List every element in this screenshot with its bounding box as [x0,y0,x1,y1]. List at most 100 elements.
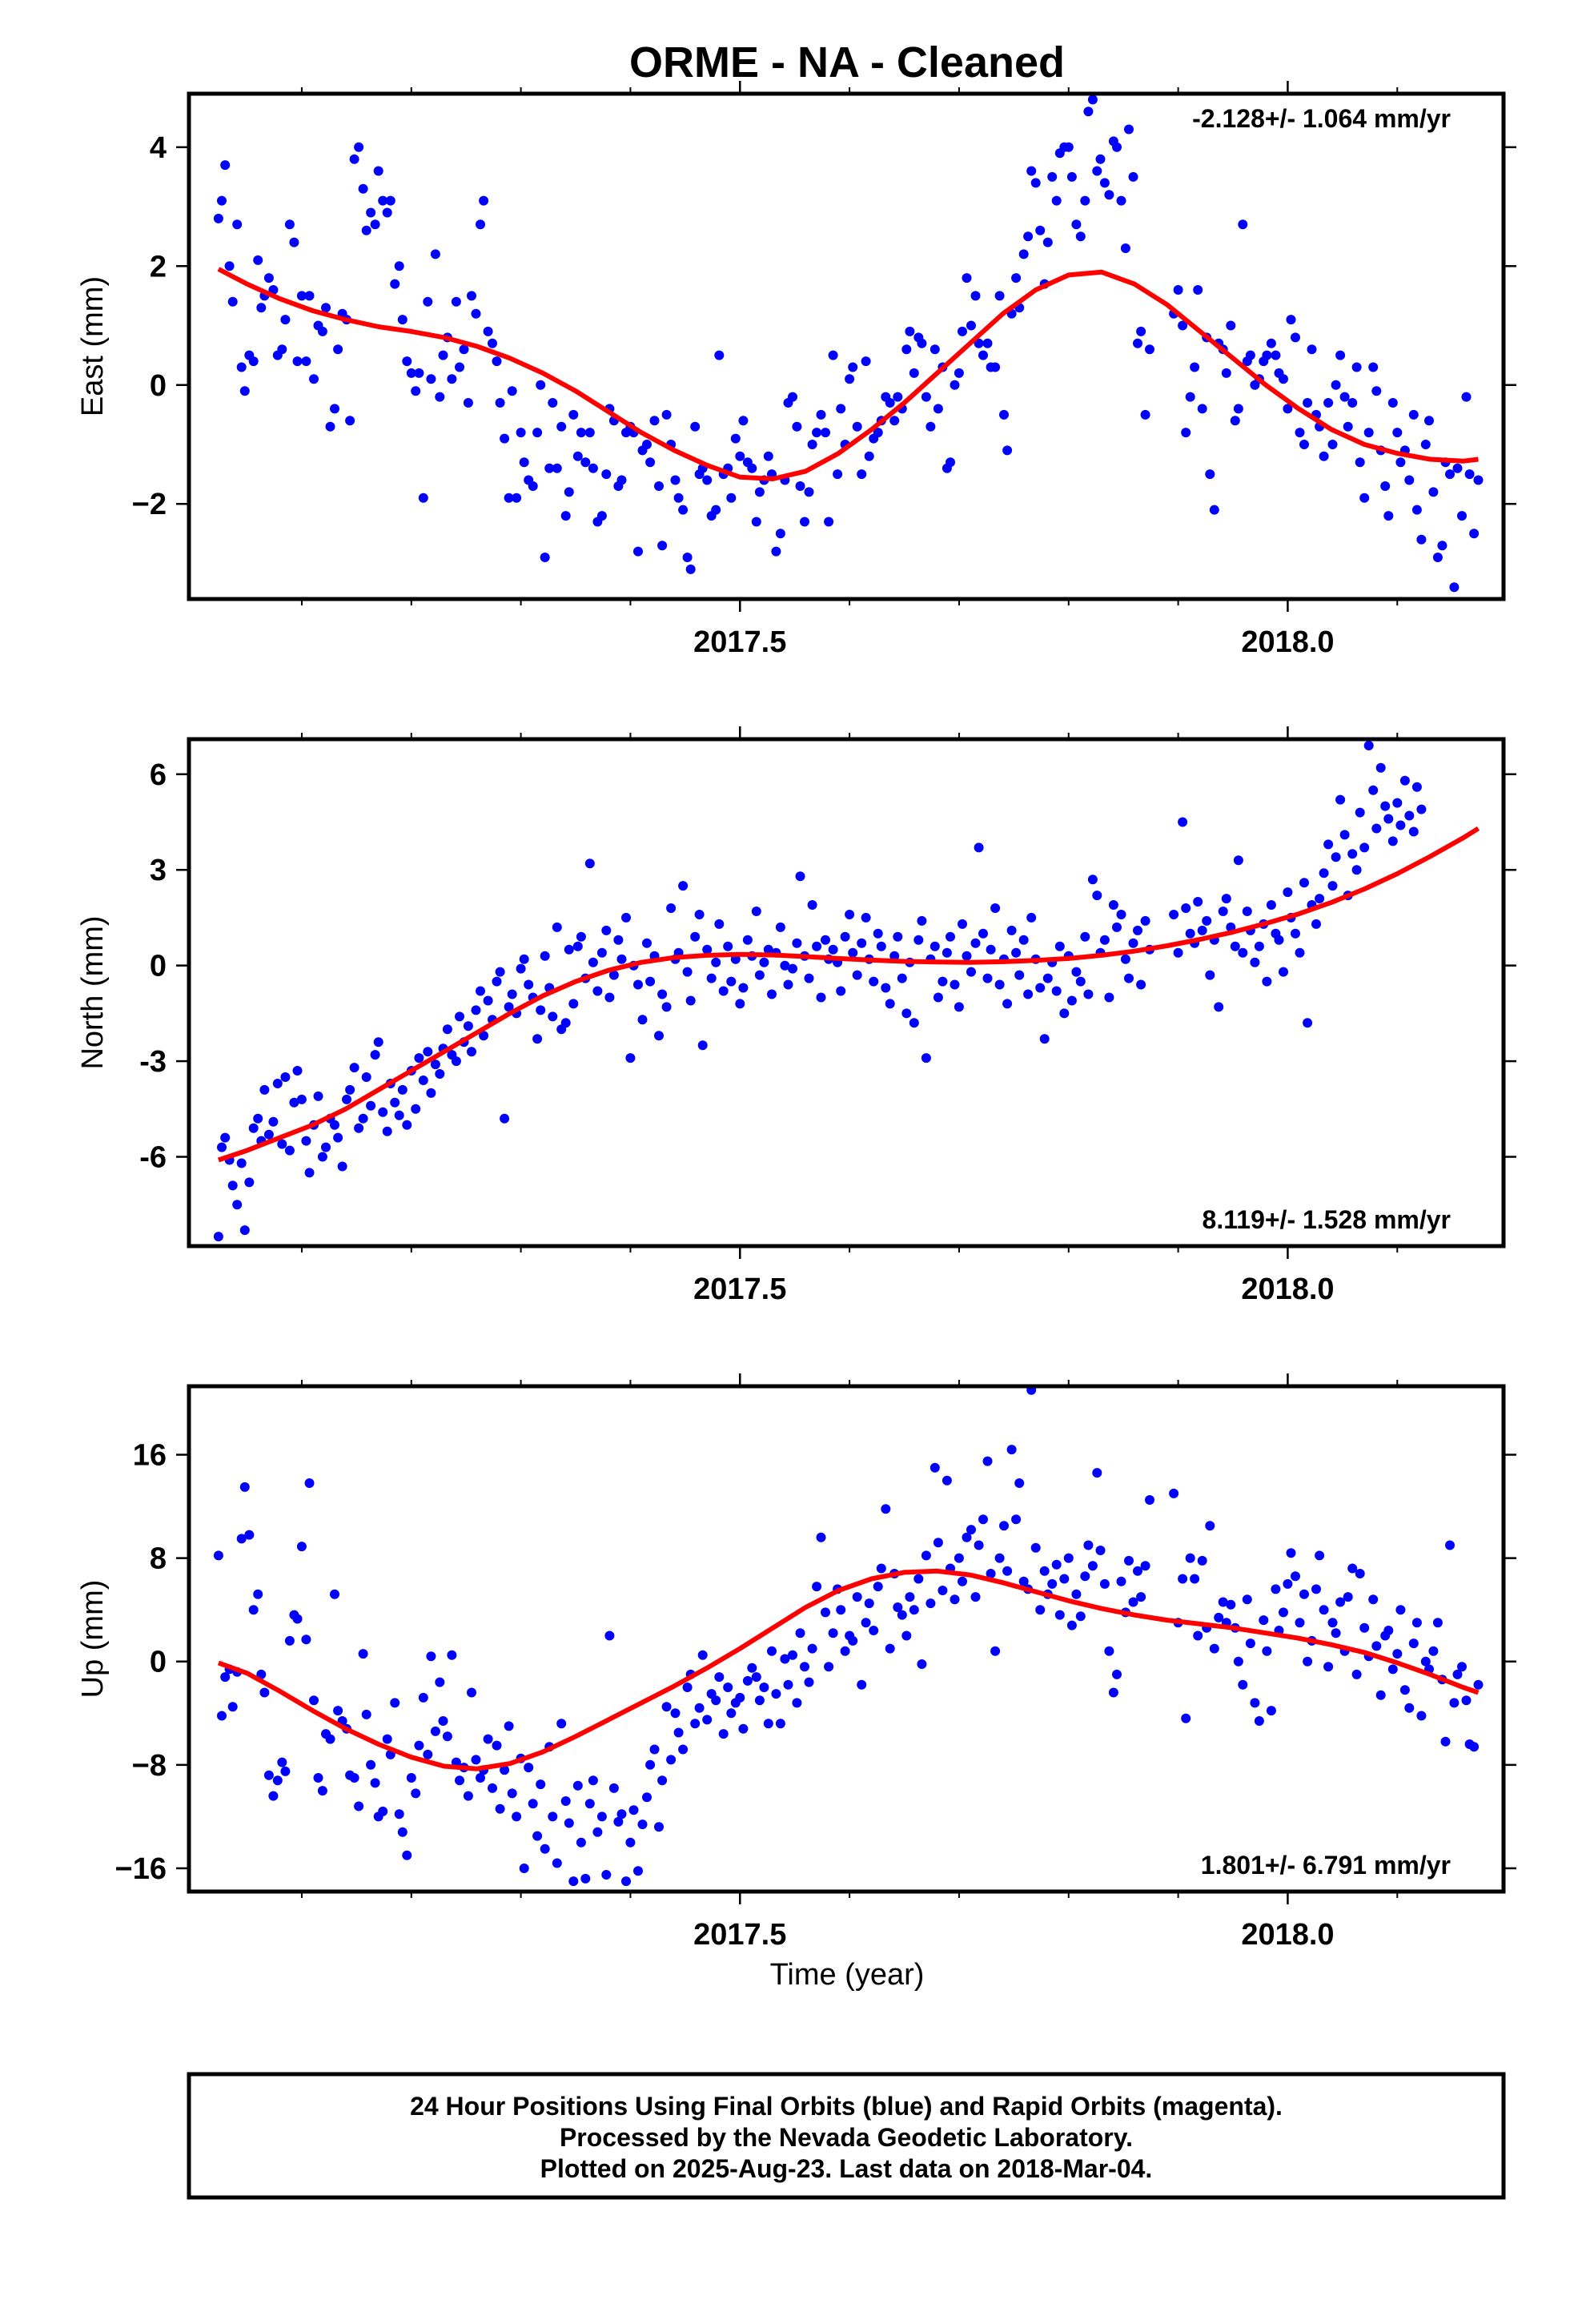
north-data-point [933,992,943,1003]
north-data-point [244,1177,255,1188]
east-data-point [833,469,843,480]
up-data-point [1404,1703,1415,1713]
north-data-point [1404,810,1415,821]
north-data-point [783,979,793,990]
east-data-point [536,380,546,390]
north-data-point [893,931,903,942]
up-data-point [1331,1628,1341,1638]
east-data-point [978,350,988,360]
north-data-point [828,944,838,955]
east-data-point [1319,451,1329,461]
up-data-point [1099,1578,1110,1589]
east-data-point [596,511,607,521]
up-data-layer [213,1386,1484,1887]
north-data-point [1274,935,1284,945]
east-data-point [714,350,725,360]
east-data-point [909,368,919,378]
north-data-point [950,979,960,990]
up-data-point [1371,1641,1382,1651]
east-data-point [414,368,424,378]
east-data-point [232,219,243,230]
north-data-point [966,967,976,977]
east-data-point [670,475,681,485]
up-data-point [1387,1664,1398,1675]
north-data-point [1474,0,1484,5]
east-data-point [1368,362,1379,372]
up-data-point [1392,1649,1403,1659]
east-data-point [974,338,984,348]
north-data-point [1011,947,1022,958]
up-data-point [1262,1646,1272,1656]
north-data-point [913,935,924,945]
up-data-point [938,1586,948,1595]
up-data-point [382,1734,392,1744]
up-data-point [1303,1656,1313,1667]
up-data-point [309,1695,319,1706]
east-data-point [812,428,822,438]
up-data-point [1066,1620,1077,1630]
up-data-point [990,1646,1001,1656]
up-data-point [1238,1679,1248,1690]
north-data-point [986,944,996,955]
up-data-point [572,1780,583,1791]
up-data-point [1473,1679,1484,1690]
up-y-axis-label: Up (mm) [76,1580,110,1699]
east-data-point [1197,404,1207,414]
up-y-tick-label: −8 [132,1749,167,1783]
north-y-tick-label: 6 [150,758,167,792]
up-data-point [909,1605,919,1615]
up-x-tick-label: 2017.5 [693,1918,786,1952]
north-data-point [807,900,817,910]
up-data-point [492,1740,502,1751]
north-data-point [1104,992,1114,1003]
up-data-point [236,1534,247,1544]
up-data-point [1006,1445,1017,1455]
north-data-point [337,1161,347,1172]
north-data-point [492,976,502,987]
north-data-point [970,938,981,948]
north-data-point [666,903,677,913]
north-data-point [1424,0,1434,5]
up-data-point [217,1711,227,1721]
east-data-point [861,356,871,367]
up-data-point [296,1542,307,1552]
up-data-point [780,1654,790,1664]
up-data-point [642,1792,652,1803]
north-y-tick-label: 3 [150,854,167,887]
up-data-point [580,1873,591,1884]
up-data-point [596,1811,607,1822]
up-data-point [942,1475,952,1486]
north-data-point [552,922,562,932]
up-data-point [423,1749,433,1759]
north-frame [187,737,1506,1248]
up-data-point [625,1837,636,1848]
east-data-point [256,303,267,313]
east-data-point [330,404,339,414]
up-data-point [325,1734,335,1744]
north-data-point [821,935,830,945]
north-data-point [576,931,586,942]
up-data-point [536,1779,546,1790]
north-data-point [836,986,846,996]
up-data-point [414,1740,424,1751]
north-data-layer [213,0,1484,1242]
north-data-point [1006,925,1017,935]
up-data-point [816,1532,826,1542]
north-data-point [227,1180,238,1191]
up-data-point [467,1687,476,1698]
north-data-point [277,1139,287,1149]
east-data-point [292,356,303,367]
east-data-point [1178,320,1188,331]
up-data-point [1190,1574,1200,1584]
north-data-point [442,1024,452,1035]
up-data-point [767,1646,777,1656]
north-y-tick-label: 0 [150,950,167,983]
north-data-point [1054,941,1065,951]
east-data-point [642,440,652,449]
up-data-point [628,1805,639,1815]
figure-title: ORME - NA - Cleaned [629,38,1065,86]
north-data-point [848,947,858,958]
up-data-point [836,1605,846,1615]
east-data-point [730,433,741,444]
up-data-point [881,1504,891,1514]
